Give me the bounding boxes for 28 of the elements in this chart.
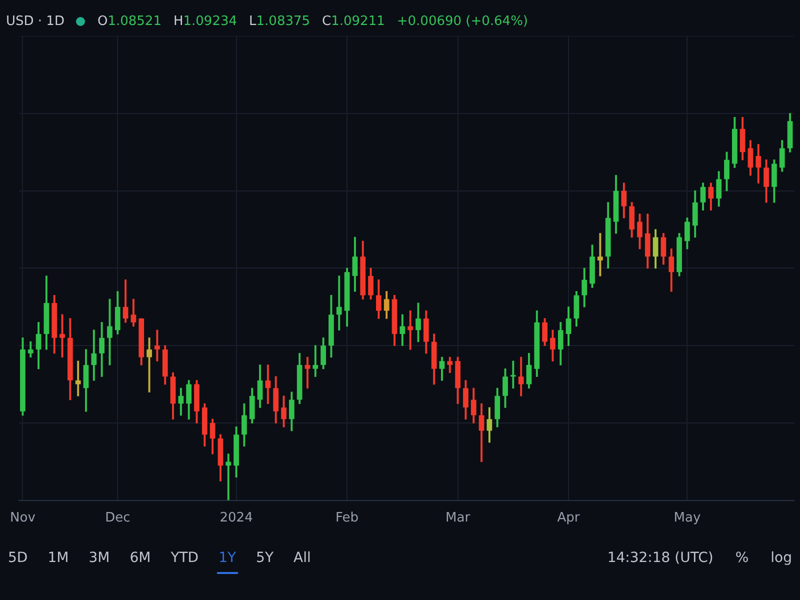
x-tick-label: Apr	[557, 510, 580, 526]
text: 5Y	[256, 550, 274, 566]
text: %	[735, 550, 749, 566]
x-tick-label: Dec	[105, 510, 130, 526]
text: 1Y	[218, 550, 236, 566]
candlestick	[408, 310, 414, 350]
text: 6M	[130, 550, 151, 566]
text: 3M	[88, 550, 110, 566]
text: L1.08375	[249, 14, 310, 29]
candlestick	[510, 360, 516, 388]
text: 1M	[48, 550, 69, 566]
text: 5D	[8, 550, 28, 566]
candlestick	[597, 233, 603, 276]
text: YTD	[170, 550, 199, 566]
x-tick-label: 2024	[220, 510, 253, 526]
x-tick-label: May	[674, 510, 701, 526]
text: log	[770, 550, 792, 566]
chart-title: USD · 1D	[6, 14, 64, 29]
text: H1.09234	[173, 14, 238, 29]
x-tick-label: Nov	[10, 510, 36, 526]
text: All	[294, 550, 311, 566]
x-tick-label: Feb	[336, 510, 359, 526]
text: C1.09211	[322, 14, 385, 29]
candlestick	[226, 454, 232, 500]
text: 14:32:18 (UTC)	[607, 550, 714, 566]
x-tick-label: Mar	[446, 510, 471, 526]
text: O1.08521	[97, 14, 162, 29]
text: +0.00690 (+0.64%)	[396, 14, 528, 29]
